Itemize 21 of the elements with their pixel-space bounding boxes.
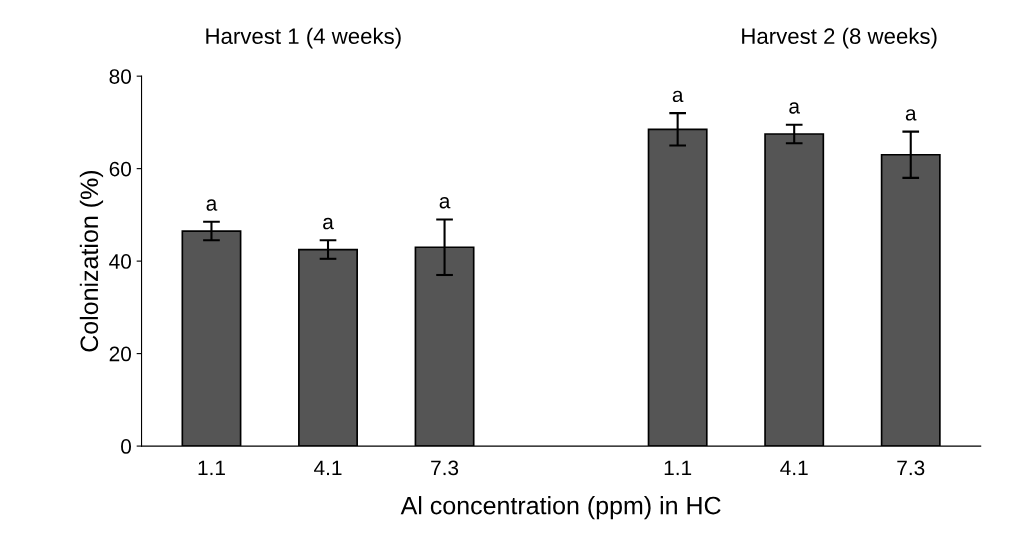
x-tick-label: 4.1 bbox=[780, 460, 808, 476]
x-tick-label: 4.1 bbox=[314, 460, 342, 476]
x-tick-label: 1.1 bbox=[198, 460, 225, 476]
data-label: a bbox=[905, 109, 917, 121]
x-tick-label: 7.3 bbox=[897, 460, 925, 476]
data-label: a bbox=[206, 199, 218, 211]
y-tick-label: 80 bbox=[109, 69, 132, 84]
x-tick-label: 1.1 bbox=[664, 460, 692, 476]
y-tick-label: 60 bbox=[109, 161, 132, 177]
data-label: a bbox=[789, 102, 800, 114]
data-label: a bbox=[439, 197, 451, 209]
x-axis-title: Al concentration (ppm) in HC bbox=[400, 496, 721, 520]
data-label: a bbox=[323, 217, 334, 230]
y-tick-label: 40 bbox=[109, 254, 132, 269]
x-tick-label: 7.3 bbox=[431, 460, 459, 476]
y-axis-title: Colonization (%) bbox=[79, 170, 104, 352]
y-tick-label: 20 bbox=[109, 346, 132, 362]
y-tick-label: 0 bbox=[121, 439, 131, 454]
text: Harvest 1 (4 weeks) bbox=[206, 27, 401, 49]
text: Harvest 2 (8 weeks) bbox=[742, 27, 937, 49]
data-label: a bbox=[672, 90, 684, 103]
